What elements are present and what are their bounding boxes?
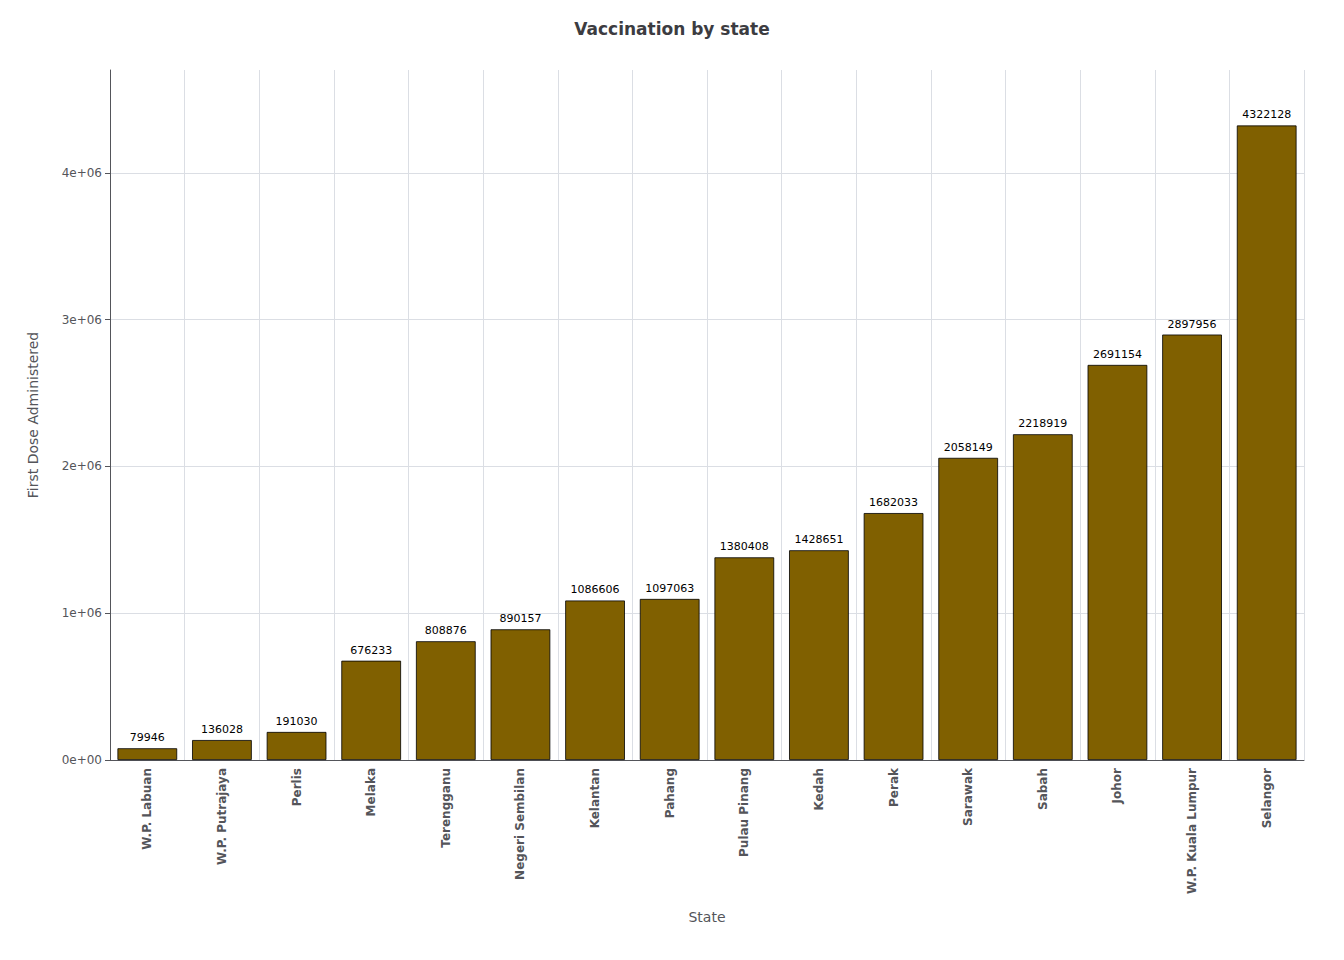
svg-text:Sabah: Sabah <box>1036 768 1050 810</box>
svg-text:79946: 79946 <box>130 731 165 744</box>
svg-text:1682033: 1682033 <box>869 496 918 509</box>
svg-text:136028: 136028 <box>201 723 243 736</box>
svg-text:1086606: 1086606 <box>571 583 620 596</box>
svg-text:Pulau Pinang: Pulau Pinang <box>737 768 751 857</box>
svg-text:676233: 676233 <box>350 644 392 657</box>
svg-text:1e+06: 1e+06 <box>62 606 102 620</box>
svg-text:Sarawak: Sarawak <box>961 767 975 826</box>
svg-text:Melaka: Melaka <box>364 768 378 816</box>
svg-text:1380408: 1380408 <box>720 540 769 553</box>
svg-text:1428651: 1428651 <box>794 533 843 546</box>
svg-text:Johor: Johor <box>1110 768 1124 804</box>
svg-text:W.P. Putrajaya: W.P. Putrajaya <box>215 768 229 865</box>
svg-text:Perak: Perak <box>887 767 901 807</box>
svg-text:2691154: 2691154 <box>1093 348 1142 361</box>
svg-text:1097063: 1097063 <box>645 582 694 595</box>
svg-text:Kelantan: Kelantan <box>588 768 602 828</box>
svg-text:State: State <box>688 909 725 925</box>
svg-text:Selangor: Selangor <box>1260 768 1274 828</box>
svg-text:W.P. Kuala Lumpur: W.P. Kuala Lumpur <box>1185 768 1199 894</box>
svg-text:Negeri Sembilan: Negeri Sembilan <box>513 768 527 880</box>
svg-text:Terengganu: Terengganu <box>439 768 453 848</box>
svg-text:4322128: 4322128 <box>1242 108 1291 121</box>
svg-text:First Dose Administered: First Dose Administered <box>25 332 41 498</box>
svg-text:890157: 890157 <box>499 612 541 625</box>
svg-text:2e+06: 2e+06 <box>62 459 102 473</box>
svg-text:Kedah: Kedah <box>812 768 826 810</box>
svg-text:0e+00: 0e+00 <box>62 753 102 767</box>
svg-text:Pahang: Pahang <box>663 768 677 818</box>
svg-text:W.P. Labuan: W.P. Labuan <box>140 768 154 850</box>
svg-text:Perlis: Perlis <box>290 768 304 806</box>
svg-text:808876: 808876 <box>425 624 467 637</box>
svg-text:191030: 191030 <box>276 715 318 728</box>
svg-text:2058149: 2058149 <box>944 441 993 454</box>
svg-text:3e+06: 3e+06 <box>62 313 102 327</box>
svg-text:Vaccination by state: Vaccination by state <box>574 19 769 39</box>
svg-text:2218919: 2218919 <box>1018 417 1067 430</box>
svg-text:4e+06: 4e+06 <box>62 166 102 180</box>
svg-text:2897956: 2897956 <box>1168 318 1217 331</box>
